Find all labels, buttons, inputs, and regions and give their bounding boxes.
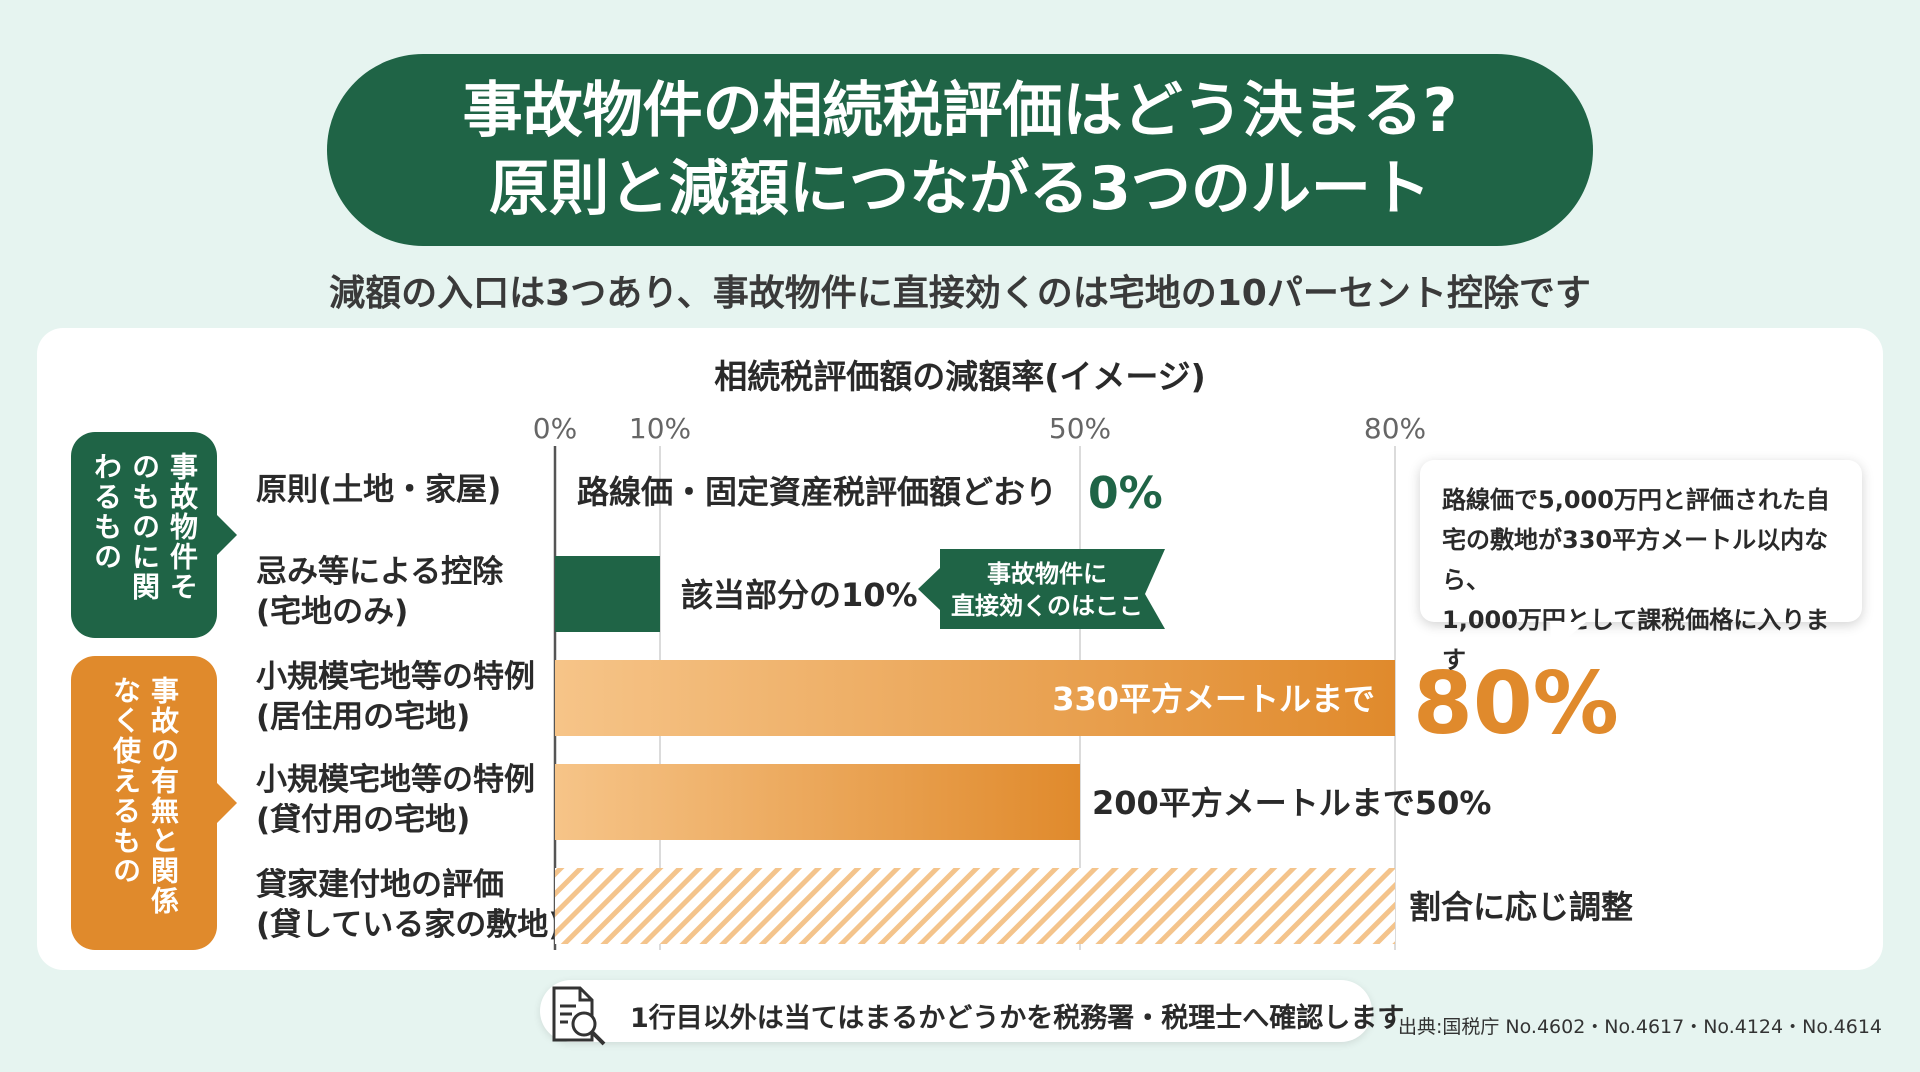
title-banner: 事故物件の相続税評価はどう決まる? 原則と減額につながる3つのルート: [327, 54, 1593, 246]
x-tick-label: 10%: [629, 412, 691, 445]
group-accident-related-label: 事故物件そのものに関わるもの: [90, 452, 199, 602]
data-label-residential-value: 80%: [1413, 654, 1619, 754]
data-label-rental: 200平方メートルまで50%: [1092, 784, 1491, 822]
group-accident-related: 事故物件そのものに関わるもの: [71, 432, 237, 638]
callout-line-2: 宅の敷地が330平方メートル以内なら、: [1442, 526, 1829, 594]
data-label-residential-inside: 330平方メートルまで: [1052, 680, 1375, 718]
row-label-stigma-deduction: 忌み等による控除 (宅地のみ): [256, 552, 503, 632]
row-label-line1: 小規模宅地等の特例: [256, 762, 535, 798]
callout-line-3: 1,000万円として課税価格に入ります: [1442, 606, 1830, 674]
callout-line-1: 路線価で5,000万円と評価された自: [1442, 486, 1830, 514]
title-line-2: 原則と減額につながる3つのルート: [489, 154, 1431, 224]
x-tick-label: 50%: [1049, 412, 1111, 445]
row-label-small-residential: 小規模宅地等の特例 (居住用の宅地): [256, 657, 535, 737]
example-callout: 路線価で5,000万円と評価された自 宅の敷地が330平方メートル以内なら、 1…: [1420, 460, 1862, 674]
data-label-principle: 路線価・固定資産税評価額どおり: [577, 473, 1057, 511]
group-accident-independent-label: 事故の有無と関係なく使えるもの: [109, 676, 180, 916]
row-label-rented-land: 貸家建付地の評価 (貸している家の敷地): [256, 865, 562, 945]
source-citation: 出典:国税庁 No.4602・No.4617・No.4124・No.4614: [1397, 1016, 1882, 1038]
x-tick-label: 80%: [1364, 412, 1426, 445]
chart-title: 相続税評価額の減額率(イメージ): [714, 357, 1206, 396]
bar-small-residential: [555, 660, 1395, 736]
group-accident-independent: 事故の有無と関係なく使えるもの: [71, 656, 237, 950]
data-label-principle-value: 0%: [1088, 468, 1163, 519]
row-label-line1: 小規模宅地等の特例: [256, 659, 535, 695]
row-label-line2: (貸付用の宅地): [256, 802, 471, 838]
note-pill: [540, 980, 1372, 1042]
direct-effect-tag: [918, 549, 1165, 629]
row-label-principle: 原則(土地・家屋): [256, 470, 501, 510]
bar-rented-land-hatched: [555, 868, 1395, 944]
row-label-line2: (宅地のみ): [256, 594, 409, 630]
direct-effect-tag-line1: 事故物件に: [987, 560, 1107, 588]
bar-small-rental: [555, 764, 1080, 840]
subtitle: 減額の入口は3つあり、事故物件に直接効くのは宅地の10パーセント控除です: [329, 273, 1591, 314]
row-label-line2: (居住用の宅地): [256, 699, 471, 735]
row-label-line1: 忌み等による控除: [256, 554, 504, 590]
row-label-line2: (貸している家の敷地): [256, 907, 563, 943]
data-label-stigma: 該当部分の10%: [681, 576, 918, 614]
row-label-line1: 貸家建付地の評価: [256, 867, 504, 903]
row-label-small-rental: 小規模宅地等の特例 (貸付用の宅地): [256, 760, 535, 840]
title-line-1: 事故物件の相続税評価はどう決まる?: [462, 76, 1458, 146]
row-label-line1: 原則(土地・家屋): [256, 472, 502, 508]
data-label-rented-land: 割合に応じ調整: [1409, 888, 1633, 926]
direct-effect-tag-line2: 直接効くのはここ: [951, 592, 1143, 620]
note-text: 1行目以外は当てはまるかどうかを税務署・税理士へ確認します: [630, 1003, 1405, 1034]
document-search-icon: [552, 986, 606, 1046]
bar-stigma-deduction: [555, 556, 660, 632]
x-tick-label: 0%: [533, 412, 577, 445]
